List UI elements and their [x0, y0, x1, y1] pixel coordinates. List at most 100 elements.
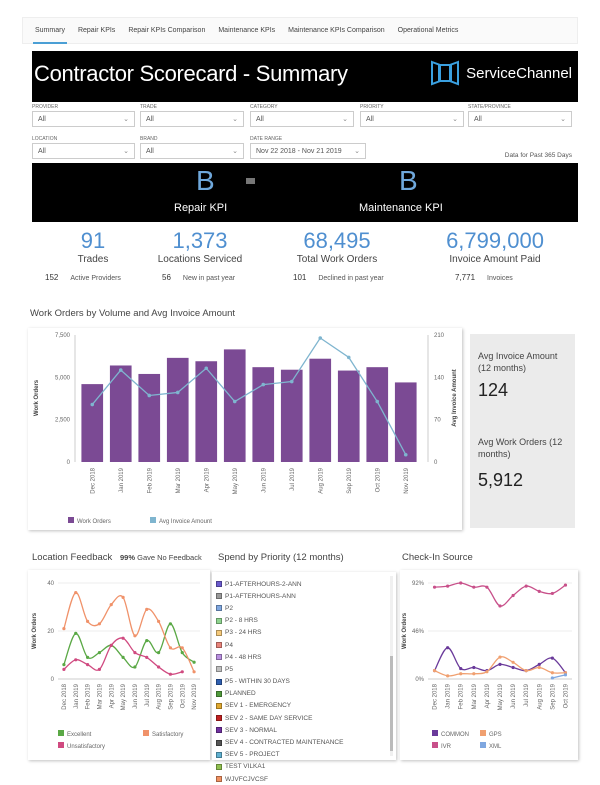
- priority-legend-item[interactable]: P1-AFTERHOURS-ANN: [216, 590, 343, 602]
- brand-select[interactable]: All ⌄: [140, 143, 244, 159]
- data-point[interactable]: [537, 589, 541, 593]
- priority-legend-item[interactable]: WJVFCJVCSF: [216, 773, 343, 785]
- data-point[interactable]: [204, 366, 209, 371]
- data-point[interactable]: [175, 390, 180, 395]
- data-point[interactable]: [563, 673, 568, 677]
- priority-legend-item[interactable]: SEV 1 - EMERGENCY: [216, 700, 343, 712]
- data-point[interactable]: [498, 604, 502, 608]
- data-point[interactable]: [375, 399, 380, 404]
- priority-legend-item[interactable]: P2: [216, 602, 343, 614]
- data-point[interactable]: [145, 607, 149, 611]
- data-point[interactable]: [156, 651, 161, 655]
- bar-work-orders[interactable]: [252, 367, 275, 462]
- tab-summary[interactable]: Summary: [33, 21, 67, 44]
- data-point[interactable]: [485, 670, 489, 674]
- data-point[interactable]: [97, 667, 102, 671]
- date-range-select[interactable]: Nov 22 2018 - Nov 21 2019 ⌄: [250, 143, 366, 159]
- bar-work-orders[interactable]: [195, 361, 218, 462]
- tab-maintenance-kpis[interactable]: Maintenance KPIs: [218, 27, 276, 34]
- data-point[interactable]: [97, 622, 102, 626]
- bar-work-orders[interactable]: [394, 382, 417, 462]
- category-select[interactable]: All ⌄: [250, 111, 354, 127]
- bar-work-orders[interactable]: [223, 349, 246, 462]
- data-point[interactable]: [485, 585, 489, 589]
- data-point[interactable]: [85, 619, 90, 623]
- priority-legend-item[interactable]: P3 - 24 HRS: [216, 627, 343, 639]
- data-point[interactable]: [133, 665, 137, 669]
- data-point[interactable]: [537, 662, 541, 666]
- data-point[interactable]: [524, 584, 528, 588]
- data-point[interactable]: [459, 672, 463, 676]
- data-point[interactable]: [446, 646, 450, 650]
- data-point[interactable]: [168, 672, 173, 676]
- tab-repair-kpis[interactable]: Repair KPIs: [77, 27, 116, 34]
- data-point[interactable]: [133, 634, 137, 638]
- data-point[interactable]: [156, 619, 161, 623]
- data-point[interactable]: [498, 662, 502, 666]
- data-point[interactable]: [168, 622, 173, 626]
- data-point[interactable]: [118, 368, 123, 372]
- data-point[interactable]: [156, 665, 161, 669]
- data-point[interactable]: [90, 402, 95, 407]
- data-point[interactable]: [403, 452, 408, 457]
- data-point[interactable]: [145, 639, 149, 643]
- data-point[interactable]: [459, 666, 463, 671]
- data-point[interactable]: [511, 593, 515, 598]
- data-point[interactable]: [74, 631, 78, 635]
- bar-work-orders[interactable]: [166, 357, 189, 462]
- priority-legend-item[interactable]: PLANNED: [216, 688, 343, 700]
- provider-select[interactable]: All ⌄: [32, 111, 135, 127]
- data-point[interactable]: [121, 595, 125, 599]
- data-point[interactable]: [472, 665, 476, 670]
- data-point[interactable]: [74, 591, 78, 595]
- tab-maintenance-kpis-comparison[interactable]: Maintenance KPIs Comparison: [288, 27, 385, 34]
- data-point[interactable]: [192, 660, 196, 664]
- data-point[interactable]: [550, 656, 554, 660]
- data-point[interactable]: [62, 663, 66, 667]
- data-point[interactable]: [168, 646, 173, 650]
- data-point[interactable]: [145, 655, 149, 659]
- data-point[interactable]: [62, 667, 66, 671]
- data-point[interactable]: [74, 658, 78, 662]
- data-point[interactable]: [524, 669, 528, 673]
- data-point[interactable]: [121, 636, 125, 640]
- bar-work-orders[interactable]: [280, 369, 303, 462]
- priority-legend-item[interactable]: SEV 2 - SAME DAY SERVICE: [216, 712, 343, 724]
- data-point[interactable]: [446, 584, 450, 588]
- data-point[interactable]: [109, 603, 113, 607]
- tab-operational-metrics[interactable]: Operational Metrics: [397, 27, 459, 34]
- priority-legend-item[interactable]: P5: [216, 663, 343, 675]
- bar-work-orders[interactable]: [138, 373, 161, 462]
- data-point[interactable]: [97, 651, 102, 655]
- bar-work-orders[interactable]: [109, 365, 132, 462]
- data-point[interactable]: [62, 627, 66, 631]
- data-point[interactable]: [121, 655, 125, 659]
- priority-legend-item[interactable]: P5 - WITHIN 30 DAYS: [216, 676, 343, 688]
- scrollbar-track[interactable]: [390, 576, 393, 756]
- scrollbar-thumb[interactable]: [390, 656, 393, 751]
- priority-legend-item[interactable]: P1-AFTERHOURS-2-ANN: [216, 578, 343, 590]
- data-point[interactable]: [232, 399, 237, 404]
- data-point[interactable]: [85, 655, 90, 659]
- data-point[interactable]: [550, 676, 554, 680]
- state-province-select[interactable]: All ⌄: [468, 111, 572, 127]
- data-point[interactable]: [289, 379, 294, 384]
- data-point[interactable]: [498, 655, 502, 659]
- bar-work-orders[interactable]: [81, 384, 104, 462]
- trade-select[interactable]: All ⌄: [140, 111, 244, 127]
- priority-legend-item[interactable]: P2 - 8 HRS: [216, 615, 343, 627]
- data-point[interactable]: [180, 646, 184, 650]
- priority-select[interactable]: All ⌄: [360, 111, 464, 127]
- data-point[interactable]: [432, 585, 437, 589]
- data-point[interactable]: [192, 670, 196, 674]
- data-point[interactable]: [459, 581, 463, 585]
- location-select[interactable]: All ⌄: [32, 143, 135, 159]
- priority-legend-item[interactable]: SEV 3 - NORMAL: [216, 724, 343, 736]
- data-point[interactable]: [261, 382, 266, 387]
- data-point[interactable]: [511, 665, 515, 670]
- data-point[interactable]: [446, 674, 450, 678]
- data-point[interactable]: [550, 671, 554, 675]
- data-point[interactable]: [133, 651, 137, 655]
- data-point[interactable]: [563, 583, 568, 587]
- data-point[interactable]: [85, 663, 90, 667]
